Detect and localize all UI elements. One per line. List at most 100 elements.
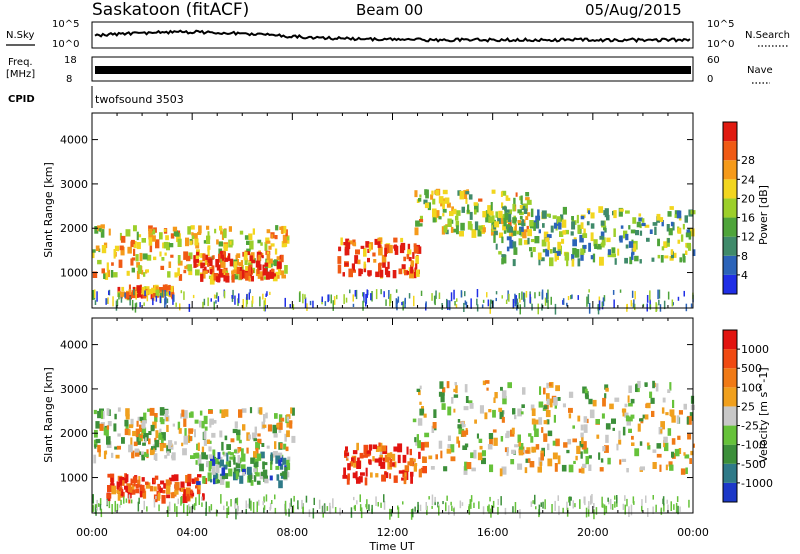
data-cell bbox=[366, 289, 368, 298]
data-cell bbox=[529, 294, 531, 304]
data-cell bbox=[506, 246, 510, 252]
data-cell bbox=[462, 190, 468, 199]
data-cell bbox=[481, 450, 486, 457]
data-cell bbox=[136, 242, 141, 250]
data-cell bbox=[173, 294, 175, 302]
data-cell bbox=[261, 443, 265, 447]
data-cell bbox=[493, 234, 496, 243]
data-cell bbox=[123, 496, 125, 504]
data-cell bbox=[493, 230, 498, 236]
data-cell bbox=[278, 422, 283, 430]
data-cell bbox=[646, 402, 651, 409]
data-cell bbox=[217, 296, 220, 302]
data-cell bbox=[589, 409, 595, 419]
data-cell bbox=[564, 229, 569, 235]
data-cell bbox=[278, 268, 281, 275]
data-cell bbox=[624, 257, 628, 264]
data-cell bbox=[189, 436, 192, 442]
data-cell bbox=[660, 507, 663, 515]
data-cell bbox=[519, 304, 521, 315]
data-cell bbox=[206, 235, 211, 244]
data-cell bbox=[193, 255, 197, 263]
data-cell bbox=[670, 501, 672, 511]
data-cell bbox=[588, 464, 592, 471]
data-cell bbox=[155, 453, 158, 461]
colorbar-tick-label: 8 bbox=[741, 250, 748, 263]
data-cell bbox=[520, 228, 524, 237]
data-cell bbox=[669, 382, 672, 391]
data-cell bbox=[522, 205, 526, 210]
data-cell bbox=[95, 504, 97, 508]
data-cell bbox=[239, 270, 242, 280]
data-cell bbox=[259, 273, 263, 277]
data-cell bbox=[517, 434, 521, 444]
data-cell bbox=[363, 444, 369, 454]
data-cell bbox=[630, 504, 633, 516]
data-cell bbox=[196, 486, 201, 495]
data-cell bbox=[457, 424, 462, 429]
data-cell bbox=[180, 481, 185, 488]
data-cell bbox=[265, 293, 267, 297]
data-cell bbox=[413, 243, 417, 247]
data-cell bbox=[557, 455, 561, 465]
data-cell bbox=[397, 443, 403, 453]
data-cell bbox=[199, 410, 203, 416]
data-cell bbox=[198, 483, 201, 490]
data-cell bbox=[174, 441, 177, 445]
data-cell bbox=[143, 500, 145, 510]
data-cell bbox=[606, 237, 611, 243]
data-cell bbox=[124, 292, 130, 299]
data-cell bbox=[566, 449, 570, 454]
data-cell bbox=[135, 287, 138, 294]
data-cell bbox=[522, 449, 526, 453]
data-cell bbox=[264, 242, 268, 251]
colorbar-tick-label: -1000 bbox=[741, 477, 773, 490]
data-cell bbox=[95, 245, 100, 251]
data-cell bbox=[543, 387, 546, 395]
data-cell bbox=[438, 216, 442, 220]
data-cell bbox=[538, 401, 544, 408]
data-cell bbox=[389, 458, 393, 468]
data-cell bbox=[659, 464, 662, 472]
data-cell bbox=[154, 475, 159, 480]
data-cell bbox=[649, 391, 653, 399]
data-cell bbox=[582, 463, 587, 468]
data-cell bbox=[359, 494, 361, 503]
data-cell bbox=[620, 225, 624, 229]
data-cell bbox=[115, 300, 118, 311]
data-cell bbox=[398, 268, 403, 275]
data-cell bbox=[583, 447, 589, 454]
freq-trace bbox=[95, 66, 691, 74]
data-cell bbox=[668, 461, 673, 467]
data-cell bbox=[684, 215, 688, 223]
data-cell bbox=[186, 255, 191, 262]
data-cell bbox=[94, 429, 98, 438]
data-cell bbox=[249, 240, 254, 250]
data-cell bbox=[372, 252, 376, 257]
data-cell bbox=[686, 229, 690, 233]
data-cell bbox=[279, 463, 284, 470]
data-cell bbox=[166, 424, 169, 432]
data-cell bbox=[252, 502, 255, 513]
data-cell bbox=[517, 463, 523, 470]
data-cell bbox=[453, 289, 455, 300]
data-cell bbox=[600, 242, 605, 248]
data-cell bbox=[183, 418, 187, 427]
data-cell bbox=[562, 300, 564, 305]
data-cell bbox=[568, 496, 570, 503]
data-cell bbox=[404, 465, 410, 472]
data-cell bbox=[155, 495, 157, 500]
data-cell bbox=[326, 506, 329, 511]
power-colorbar-label: Power [dB] bbox=[757, 185, 770, 245]
data-cell bbox=[597, 303, 600, 315]
data-cell bbox=[223, 505, 225, 511]
data-cell bbox=[446, 448, 452, 454]
data-cell bbox=[255, 260, 261, 268]
data-cell bbox=[236, 259, 239, 266]
data-cell bbox=[135, 483, 139, 489]
data-cell bbox=[604, 384, 609, 390]
data-cell bbox=[131, 483, 135, 491]
data-cell bbox=[438, 391, 444, 397]
data-cell bbox=[95, 421, 100, 429]
data-cell bbox=[222, 272, 228, 278]
